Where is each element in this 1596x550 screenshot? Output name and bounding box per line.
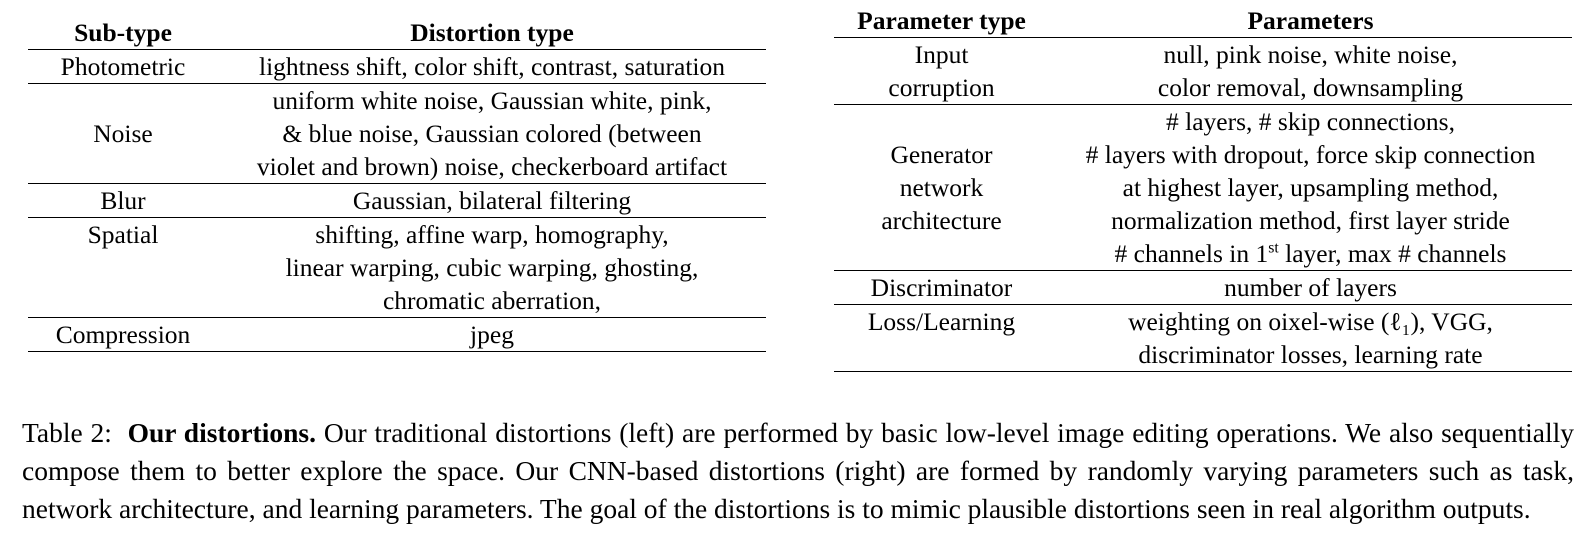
parameters-cell: number of layers <box>1049 271 1572 305</box>
parameter-type-line: network <box>840 171 1043 204</box>
column-header-parameters: Parameters <box>1049 4 1572 38</box>
parameters-line: number of layers <box>1055 271 1566 304</box>
parameter-type-cell: Generator network architecture <box>834 105 1049 271</box>
column-header-subtype: Sub-type <box>28 16 218 50</box>
distortion-line: lightness shift, color shift, contrast, … <box>224 50 760 83</box>
caption-title: Our distortions. <box>128 417 316 448</box>
parameters-line-with-superscript: # channels in 1st layer, max # channels <box>1055 237 1566 270</box>
table-row: Noise uniform white noise, Gaussian whit… <box>28 84 766 184</box>
distortion-line: uniform white noise, Gaussian white, pin… <box>224 84 760 117</box>
subtype-cell: Photometric <box>28 50 218 84</box>
parameter-table: Parameter type Parameters Input corrupti… <box>834 4 1572 372</box>
distortion-cell: uniform white noise, Gaussian white, pin… <box>218 84 766 184</box>
parameters-cell: weighting on oixel-wise (ℓ₁), VGG, discr… <box>1049 305 1572 372</box>
distortion-line: & blue noise, Gaussian colored (between <box>224 117 760 150</box>
subtype-cell: Blur <box>28 184 218 218</box>
distortion-cell: shifting, affine warp, homography, linea… <box>218 218 766 318</box>
parameters-line: normalization method, first layer stride <box>1055 204 1566 237</box>
distortion-line: Gaussian, bilateral filtering <box>224 184 760 217</box>
subtype-cell: Noise <box>28 84 218 184</box>
parameter-type-line: Loss/Learning <box>840 305 1043 338</box>
table-header-row: Sub-type Distortion type <box>28 16 766 50</box>
parameter-type-line: Generator <box>840 138 1043 171</box>
table-row: Input corruption null, pink noise, white… <box>834 38 1572 105</box>
table-row: Compression jpeg <box>28 318 766 352</box>
table-row: Spatial shifting, affine warp, homograph… <box>28 218 766 318</box>
caption-label: Table 2: <box>22 417 112 448</box>
line-prefix: # channels in <box>1115 239 1256 268</box>
ordinal-superscript: st <box>1268 240 1279 257</box>
parameter-type-line: Discriminator <box>840 271 1043 304</box>
distortion-cell: jpeg <box>218 318 766 352</box>
parameters-cell: null, pink noise, white noise, color rem… <box>1049 38 1572 105</box>
parameters-line: color removal, downsampling <box>1055 71 1566 104</box>
parameter-type-line: architecture <box>840 204 1043 237</box>
distortion-table: Sub-type Distortion type Photometric lig… <box>28 16 766 352</box>
distortion-line: jpeg <box>224 318 760 351</box>
parameter-type-cell: Input corruption <box>834 38 1049 105</box>
parameters-line: null, pink noise, white noise, <box>1055 38 1566 71</box>
table-row: Blur Gaussian, bilateral filtering <box>28 184 766 218</box>
table-caption: Table 2: Our distortions. Our traditiona… <box>22 414 1574 528</box>
parameter-type-cell: Discriminator <box>834 271 1049 305</box>
table-header-row: Parameter type Parameters <box>834 4 1572 38</box>
distortion-line: linear warping, cubic warping, ghosting, <box>224 251 760 284</box>
distortion-line: violet and brown) noise, checkerboard ar… <box>224 150 760 183</box>
table-row: Generator network architecture # layers,… <box>834 105 1572 271</box>
parameters-line: at highest layer, upsampling method, <box>1055 171 1566 204</box>
parameter-type-line: corruption <box>840 71 1043 104</box>
parameters-line: weighting on oixel-wise (ℓ₁), VGG, <box>1055 305 1566 338</box>
subtype-cell: Compression <box>28 318 218 352</box>
parameters-line: discriminator losses, learning rate <box>1055 338 1566 371</box>
distortion-line: chromatic aberration, <box>224 284 760 317</box>
table-row: Discriminator number of layers <box>834 271 1572 305</box>
distortion-line: shifting, affine warp, homography, <box>224 218 760 251</box>
column-header-parameter-type: Parameter type <box>834 4 1049 38</box>
parameters-line: # layers with dropout, force skip connec… <box>1055 138 1566 171</box>
distortion-cell: Gaussian, bilateral filtering <box>218 184 766 218</box>
table-row: Photometric lightness shift, color shift… <box>28 50 766 84</box>
parameters-cell: # layers, # skip connections, # layers w… <box>1049 105 1572 271</box>
ordinal-base: 1 <box>1255 239 1268 268</box>
parameter-type-line: Input <box>840 38 1043 71</box>
parameters-line: # layers, # skip connections, <box>1055 105 1566 138</box>
parameter-type-cell: Loss/Learning <box>834 305 1049 372</box>
table-row: Loss/Learning weighting on oixel-wise (ℓ… <box>834 305 1572 372</box>
subtype-cell: Spatial <box>28 218 218 318</box>
distortion-cell: lightness shift, color shift, contrast, … <box>218 50 766 84</box>
column-header-distortion-type: Distortion type <box>218 16 766 50</box>
line-suffix: layer, max # channels <box>1279 239 1507 268</box>
